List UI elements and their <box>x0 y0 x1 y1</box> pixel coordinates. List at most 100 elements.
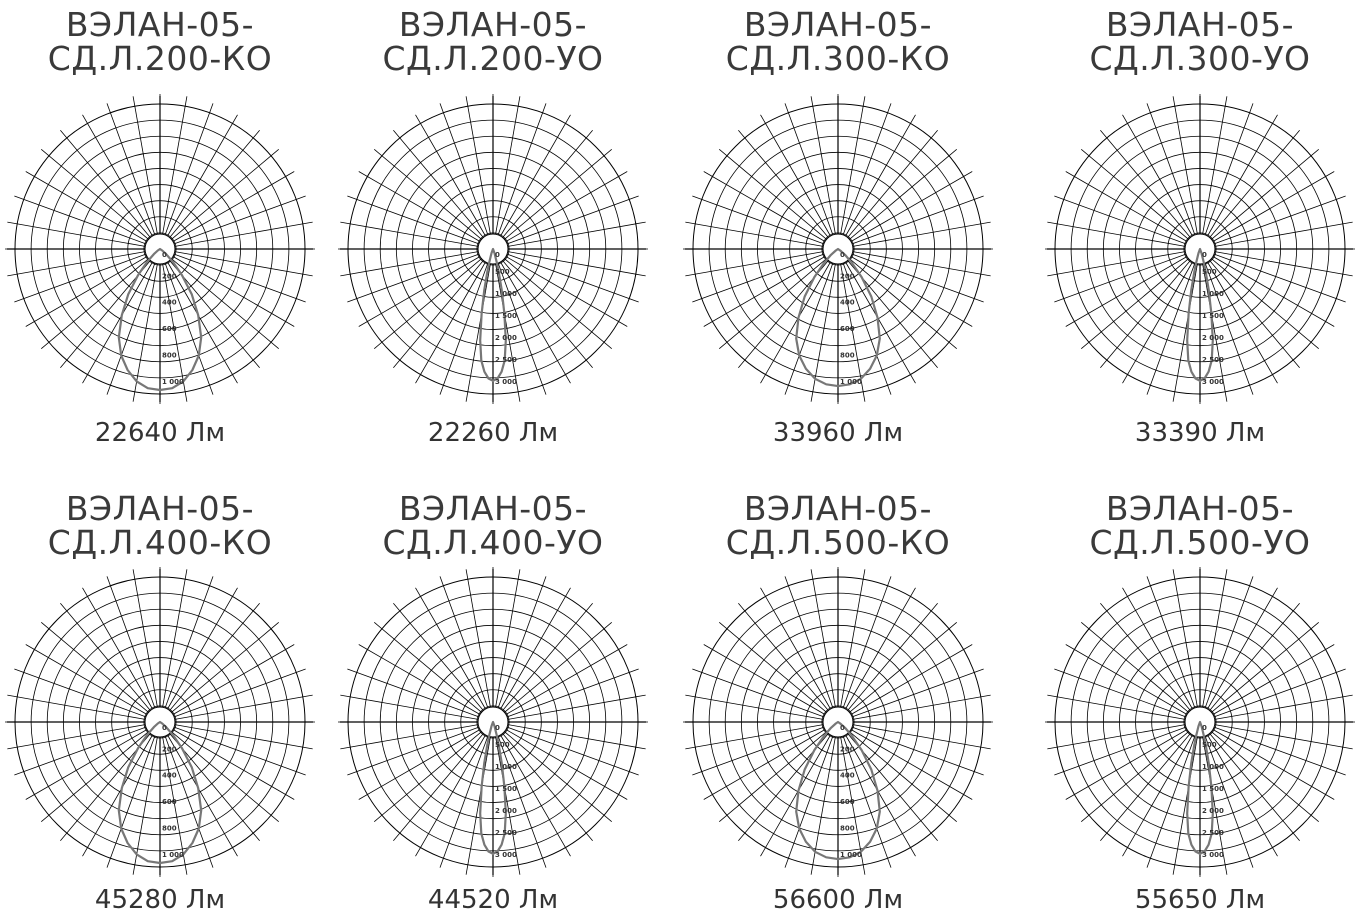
grid-spoke <box>495 263 521 402</box>
grid-spoke <box>1172 736 1198 875</box>
grid-spoke <box>60 130 151 238</box>
grid-spoke <box>171 258 279 349</box>
radial-tick-label: 500 <box>495 741 510 749</box>
grid-spoke <box>162 569 188 708</box>
grid-spoke <box>1100 603 1191 711</box>
grid-spoke <box>167 114 238 237</box>
grid-spoke <box>852 221 991 247</box>
grid-spoke <box>500 587 571 710</box>
grid-spoke <box>164 735 214 868</box>
radial-tick-label: 0 <box>495 251 500 259</box>
grid-spoke <box>1211 149 1319 240</box>
grid-spoke <box>347 668 480 718</box>
polar-chart: 0 200 400 600 800 1 000 <box>5 567 315 877</box>
grid-spoke <box>60 603 151 711</box>
luminous-flux-label: 56600 Лм <box>772 885 904 915</box>
grid-spoke <box>685 694 824 720</box>
grid-spoke <box>1209 130 1300 238</box>
grid-spoke <box>784 735 834 868</box>
grid-spoke <box>507 251 646 277</box>
grid-spoke <box>1146 262 1196 395</box>
radial-tick-label: 200 <box>840 272 855 280</box>
grid-spoke <box>692 195 825 245</box>
grid-spoke <box>1212 256 1335 327</box>
grid-spoke <box>374 149 482 240</box>
radial-tick-label: 1 500 <box>495 785 517 793</box>
chart-title: ВЭЛАН-05- СД.Л.200-УО <box>333 8 653 76</box>
grid-spoke <box>760 261 831 384</box>
luminous-flux-label: 33390 Лм <box>1134 418 1266 448</box>
grid-spoke <box>106 735 156 868</box>
radial-tick-label: 0 <box>1202 251 1207 259</box>
polar-chart: 0 500 1 000 1 500 2 000 2 500 3 000 <box>338 94 648 404</box>
chart-title-line1: ВЭЛАН-05- <box>743 5 933 44</box>
grid-spoke <box>760 587 831 710</box>
luminous-flux-label: 22640 Лм <box>94 418 226 448</box>
grid-spoke <box>340 251 479 277</box>
chart-title: ВЭЛАН-05- СД.Л.300-КО <box>678 8 998 76</box>
grid-spoke <box>810 263 836 402</box>
chart-title-line2: СД.Л.500-УО <box>1089 523 1311 562</box>
grid-spoke <box>1202 736 1228 875</box>
grid-spoke <box>439 576 489 709</box>
radial-tick-label: 800 <box>162 824 177 832</box>
grid-spoke <box>1214 251 1353 277</box>
grid-spoke <box>132 569 158 708</box>
grid-spoke <box>1100 260 1191 368</box>
grid-spoke <box>760 114 831 237</box>
radial-tick-label: 1 000 <box>1202 290 1224 298</box>
grid-spoke <box>506 726 639 776</box>
grid-spoke <box>849 622 957 713</box>
radial-tick-label: 1 000 <box>162 851 184 859</box>
grid-spoke <box>173 668 306 718</box>
grid-spoke <box>164 103 214 236</box>
chart-title-line1: ВЭЛАН-05- <box>65 5 255 44</box>
grid-spoke <box>1209 733 1300 841</box>
radial-tick-label: 3 000 <box>495 378 517 386</box>
grid-spoke <box>347 726 480 776</box>
polar-grid <box>683 567 993 877</box>
grid-spoke <box>358 644 481 715</box>
grid-spoke <box>1202 263 1228 402</box>
grid-spoke <box>171 622 279 713</box>
grid-spoke <box>849 731 957 822</box>
grid-spoke <box>1081 258 1189 349</box>
grid-spoke <box>851 253 984 303</box>
grid-spoke <box>497 576 547 709</box>
grid-spoke <box>497 262 547 395</box>
grid-spoke <box>14 668 147 718</box>
grid-spoke <box>41 622 149 713</box>
grid-spoke <box>415 734 486 857</box>
grid-spoke <box>852 724 991 750</box>
radial-tick-label: 600 <box>840 325 855 333</box>
grid-spoke <box>106 262 156 395</box>
grid-spoke <box>1122 587 1193 710</box>
grid-spoke <box>810 569 836 708</box>
grid-spoke <box>845 734 916 857</box>
grid-spoke <box>340 221 479 247</box>
grid-spoke <box>1207 734 1278 857</box>
grid-spoke <box>500 261 571 384</box>
grid-spoke <box>504 622 612 713</box>
grid-spoke <box>1172 263 1198 402</box>
radial-tick-label: 2 000 <box>495 334 517 342</box>
grid-spoke <box>106 103 156 236</box>
grid-spoke <box>169 130 260 238</box>
grid-spoke <box>851 726 984 776</box>
grid-spoke <box>784 103 834 236</box>
radial-tick-label: 1 500 <box>495 312 517 320</box>
grid-spoke <box>1204 262 1254 395</box>
grid-spoke <box>1213 253 1346 303</box>
luminous-flux-label: 45280 Лм <box>94 885 226 915</box>
grid-spoke <box>692 253 825 303</box>
grid-spoke <box>106 576 156 709</box>
chart-title: ВЭЛАН-05- СД.Л.500-КО <box>678 492 998 560</box>
radial-tick-label: 1 000 <box>495 290 517 298</box>
grid-spoke <box>465 569 491 708</box>
grid-spoke <box>504 258 612 349</box>
grid-spoke <box>507 724 646 750</box>
grid-spoke <box>685 221 824 247</box>
radial-tick-label: 2 500 <box>495 356 517 364</box>
grid-spoke <box>1214 694 1353 720</box>
grid-spoke <box>1204 735 1254 868</box>
